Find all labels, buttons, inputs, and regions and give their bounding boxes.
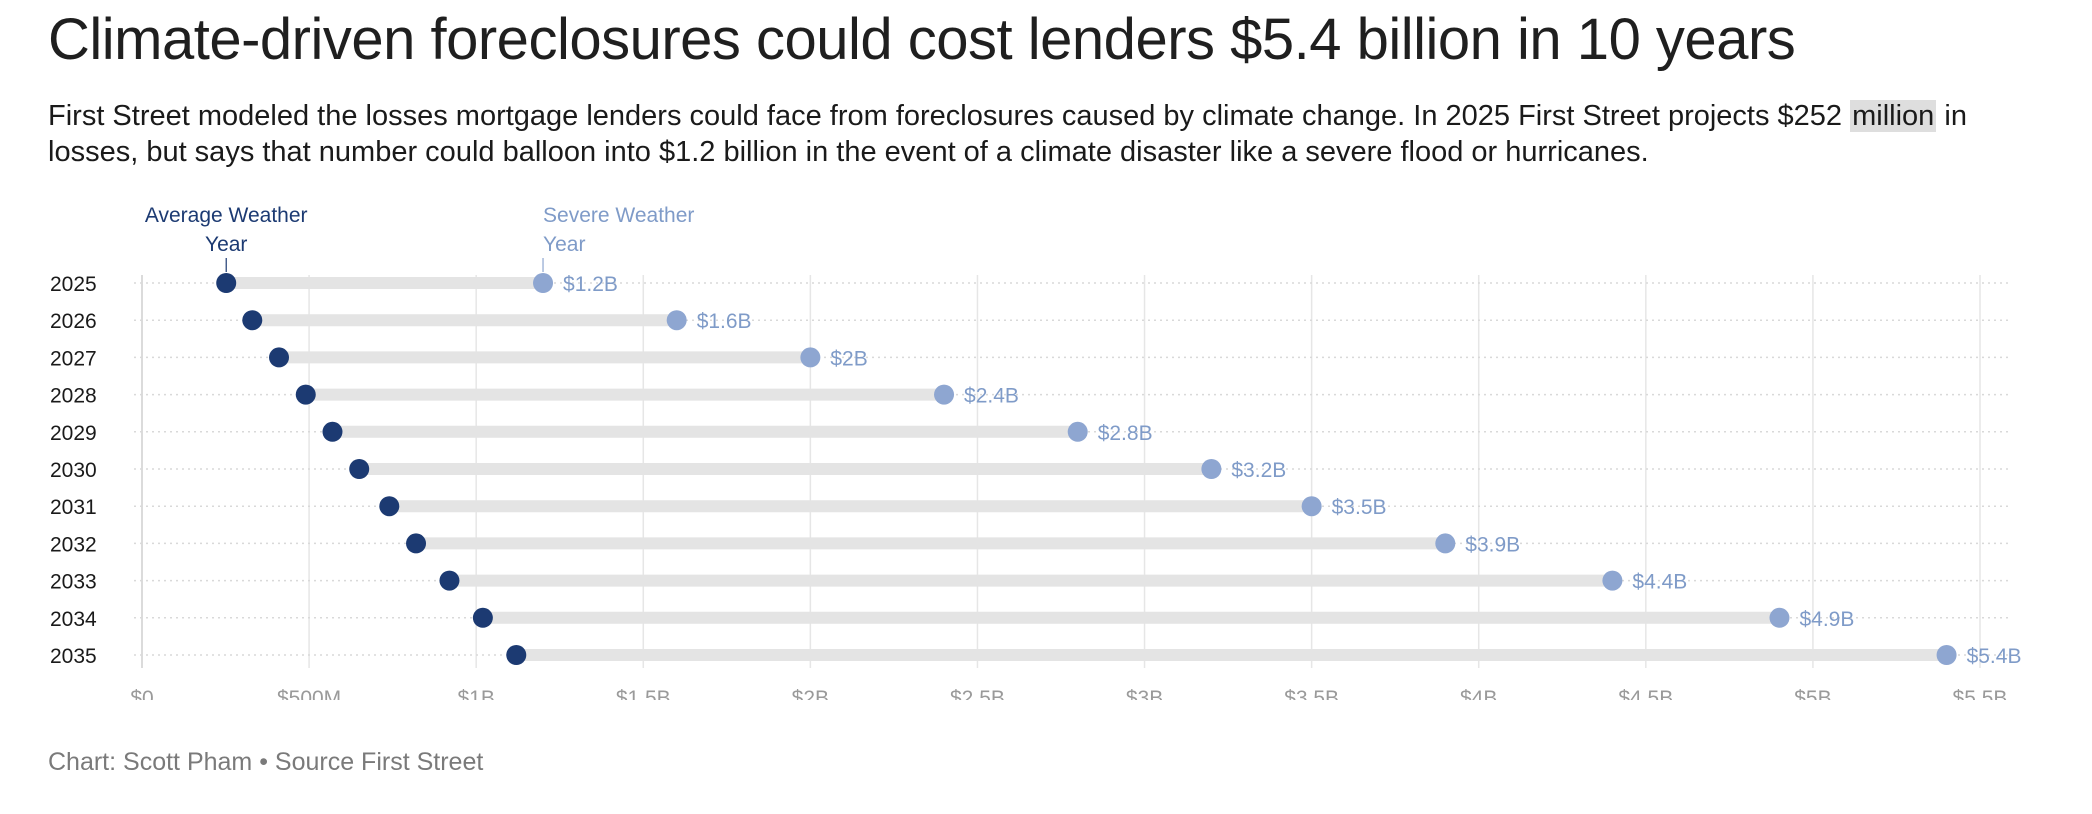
average-weather-point [269,347,290,368]
y-tick-label: 2035 [50,645,97,668]
y-tick-label: 2027 [50,347,97,370]
severe-data-label: $3.9B [1465,533,1520,556]
y-tick-label: 2029 [50,422,97,445]
x-tick-label: $4.5B [1618,687,1673,700]
chart-subtitle: First Street modeled the losses mortgage… [48,98,2058,170]
legend-average-line1: Average Weather [145,204,308,227]
severe-data-label: $3.2B [1231,459,1286,482]
chart-title: Climate-driven foreclosures could cost l… [48,7,1796,72]
y-tick-label: 2034 [50,608,97,631]
severe-weather-point [1067,421,1088,442]
average-weather-point [349,459,370,479]
y-tick-label: 2031 [50,496,97,519]
average-weather-point [506,645,527,665]
average-weather-point [472,607,493,628]
severe-weather-point [1301,496,1322,517]
y-tick-label: 2033 [50,571,97,594]
severe-data-label: $2.4B [964,385,1019,408]
severe-data-label: $1.6B [697,310,752,333]
average-weather-point [379,496,400,517]
severe-data-label: $1.2B [563,273,618,296]
average-weather-point [216,273,237,293]
x-tick-label: $0 [130,687,153,700]
subtitle-text-2: in losses, but says that number could ba… [48,100,1967,168]
x-tick-label: $2B [792,687,829,700]
average-weather-point [406,533,427,554]
severe-data-label: $4.9B [1799,608,1854,631]
x-tick-label: $1.5B [616,687,671,700]
average-weather-point [295,384,316,405]
severe-data-label: $2B [830,347,867,370]
x-tick-label: $5B [1794,687,1831,700]
y-tick-label: 2025 [50,273,97,296]
y-tick-label: 2028 [50,385,97,408]
legend-severe-line1: Severe Weather [543,204,694,227]
x-tick-label: $5.5B [1953,687,2008,700]
average-weather-point [322,421,343,442]
y-tick-label: 2030 [50,459,97,482]
chart-credit: Chart: Scott Pham • Source First Street [48,748,484,776]
y-tick-label: 2026 [50,310,97,333]
severe-weather-point [1602,570,1623,591]
severe-weather-point [533,273,554,293]
severe-weather-point [1435,533,1456,554]
x-tick-label: $3B [1126,687,1163,700]
y-tick-label: 2032 [50,533,97,556]
severe-data-label: $5.4B [1967,645,2022,668]
x-tick-label: $500M [277,687,341,700]
x-tick-label: $4B [1460,687,1497,700]
severe-weather-point [1769,607,1790,628]
severe-data-label: $2.8B [1098,422,1153,445]
average-weather-point [242,310,263,331]
legend-severe-line2: Year [543,233,585,256]
legend-average-line2: Year [205,233,247,256]
severe-weather-point [934,384,955,405]
severe-data-label: $3.5B [1332,496,1387,519]
subtitle-text-1: First Street modeled the losses mortgage… [48,100,1851,132]
severe-weather-point [666,310,687,331]
subtitle-highlight: million [1850,100,1937,132]
x-tick-label: $2.5B [950,687,1005,700]
x-tick-label: $1B [457,687,494,700]
severe-weather-point [1936,645,1957,665]
average-weather-point [439,570,460,591]
severe-data-label: $4.4B [1632,571,1687,594]
severe-weather-point [1201,459,1222,479]
x-tick-label: $3.5B [1284,687,1339,700]
dumbbell-chart: $0 $500M $1B $1.5B $2B $2.5B $3B $3.5B $4B $4.5B $… [50,204,2022,700]
severe-weather-point [800,347,821,368]
